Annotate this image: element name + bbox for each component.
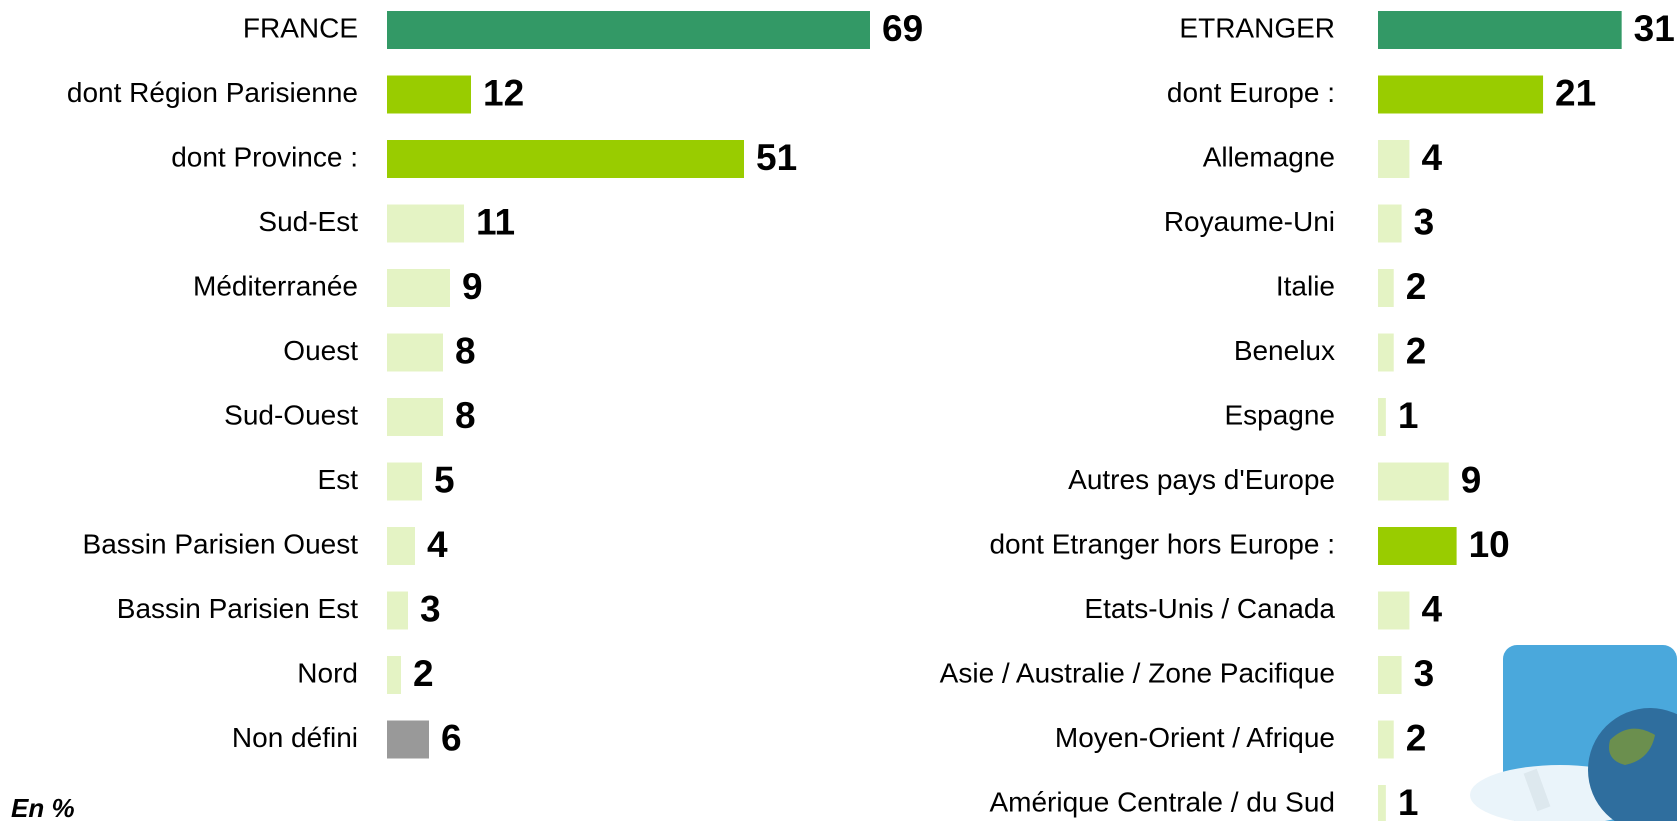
value-label: 8 (455, 395, 476, 436)
bar (1378, 398, 1386, 436)
bar (1378, 11, 1622, 49)
bar (387, 75, 471, 114)
category-label: Allemagne (1203, 141, 1335, 172)
value-label: 51 (756, 137, 797, 178)
value-label: 2 (1406, 717, 1427, 758)
value-label: 11 (476, 201, 515, 242)
category-label: Ouest (283, 335, 358, 366)
category-label: Etats-Unis / Canada (1084, 593, 1335, 624)
bar (387, 527, 415, 565)
value-label: 3 (1414, 201, 1435, 242)
value-label: 4 (427, 524, 448, 565)
value-label: 3 (1414, 653, 1435, 694)
bar (1378, 656, 1402, 694)
value-label: 10 (1469, 524, 1510, 565)
bar (387, 204, 464, 243)
bar (387, 720, 429, 759)
value-label: 3 (420, 588, 441, 629)
bar (1378, 785, 1386, 821)
category-label: Amérique Centrale / du Sud (989, 786, 1335, 817)
category-label: dont Province : (171, 141, 358, 172)
category-label: Italie (1276, 270, 1335, 301)
category-label: Nord (297, 657, 358, 688)
bar (1378, 269, 1394, 307)
bar (1378, 75, 1544, 114)
category-label: Benelux (1234, 335, 1335, 366)
category-label: Bassin Parisien Ouest (83, 528, 359, 559)
value-label: 2 (1406, 330, 1427, 371)
category-label: dont Europe : (1167, 77, 1335, 108)
value-label: 6 (441, 717, 462, 758)
bar (1378, 333, 1394, 372)
bar (1378, 204, 1402, 243)
category-label: FRANCE (243, 12, 358, 43)
category-label: Asie / Australie / Zone Pacifique (940, 657, 1335, 688)
category-label: Sud-Est (258, 206, 358, 237)
globe-icon (1470, 645, 1677, 821)
category-label: Méditerranée (193, 270, 358, 301)
category-label: Espagne (1224, 399, 1335, 430)
bar (1378, 462, 1449, 501)
value-label: 9 (1461, 459, 1482, 500)
bar (387, 269, 450, 307)
bar (387, 140, 744, 178)
value-label: 5 (434, 459, 455, 500)
bar (387, 333, 443, 372)
bar (1378, 140, 1410, 178)
bar (1378, 720, 1394, 759)
value-label: 1 (1398, 395, 1419, 436)
bar (387, 11, 870, 49)
value-label: 2 (1406, 266, 1427, 307)
category-label: Bassin Parisien Est (117, 593, 358, 624)
category-label: Royaume-Uni (1164, 206, 1335, 237)
bar (387, 656, 401, 694)
value-label: 4 (1421, 137, 1442, 178)
bar (1378, 591, 1410, 630)
value-label: 31 (1634, 8, 1675, 49)
bar (387, 398, 443, 436)
category-label: Moyen-Orient / Afrique (1055, 722, 1335, 753)
category-label: dont Région Parisienne (67, 77, 358, 108)
annotation: En % (11, 793, 75, 821)
category-label: dont Etranger hors Europe : (989, 528, 1335, 559)
category-label: Sud-Ouest (224, 399, 358, 430)
bar (387, 591, 408, 630)
value-label: 21 (1555, 72, 1596, 113)
category-label: Est (318, 464, 359, 495)
value-label: 2 (413, 653, 434, 694)
category-label: Non défini (232, 722, 358, 753)
value-label: 12 (483, 72, 524, 113)
value-label: 9 (462, 266, 483, 307)
bar (387, 462, 422, 501)
bar (1378, 527, 1457, 565)
value-label: 69 (882, 8, 923, 49)
category-label: ETRANGER (1179, 12, 1335, 43)
value-label: 4 (1421, 588, 1442, 629)
value-label: 8 (455, 330, 476, 371)
value-label: 1 (1398, 782, 1419, 821)
category-label: Autres pays d'Europe (1068, 464, 1335, 495)
